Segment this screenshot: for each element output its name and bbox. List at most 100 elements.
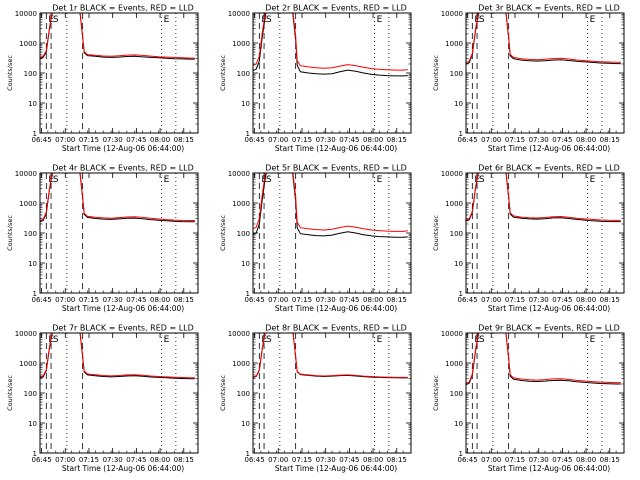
y-tick-label: 1000 [19,200,37,208]
x-tick-label: 08:15 [387,136,407,144]
x-tick-label: 07:00 [55,456,75,464]
marker-label: E [164,175,170,185]
marker-label: E [590,175,596,185]
x-tick-label: 07:30 [316,136,336,144]
marker-label: S [479,175,485,185]
y-tick-label: 10 [28,100,37,108]
y-tick-label: 10000 [228,10,250,18]
plot-frame [465,332,625,454]
marker-label: E [377,335,383,345]
x-tick-label: 07:00 [268,296,288,304]
x-tick-label: 06:45 [31,296,51,304]
y-tick-label: 1 [33,450,37,458]
marker-label: S [266,335,272,345]
lld-series-line [466,333,621,384]
plot-frame [252,172,412,294]
marker-label: S [53,175,59,185]
y-tick-label: 1000 [232,200,250,208]
y-tick-label: 1 [246,130,250,138]
x-tick-label: 08:15 [387,296,407,304]
plot-frame [39,332,199,454]
lld-series-line [253,173,408,232]
lld-series-line [466,173,621,221]
y-tick-label: 10000 [441,170,463,178]
x-tick-label: 07:30 [316,456,336,464]
lld-series-line [466,13,621,64]
x-tick-label: 06:45 [244,136,264,144]
x-tick-label: 06:45 [457,456,477,464]
x-tick-label: 08:15 [387,456,407,464]
marker-label: S [479,335,485,345]
y-tick-label: 100 [24,230,37,238]
events-series-line [40,173,195,223]
x-tick-label: 08:00 [150,136,170,144]
x-axis-label: Start Time (12-Aug-06 06:44:00) [488,464,610,473]
x-tick-label: 07:15 [79,136,99,144]
y-tick-label: 100 [24,390,37,398]
x-tick-label: 08:00 [576,456,596,464]
y-tick-label: 10000 [15,170,37,178]
chart-title: Det 7r BLACK = Events, RED = LLD [52,324,194,333]
y-tick-label: 10000 [228,330,250,338]
marker-label: E [377,15,383,25]
lld-series-line [253,13,408,71]
x-tick-label: 08:15 [600,296,620,304]
marker-label: E [164,15,170,25]
chart-title: Det 5r BLACK = Events, RED = LLD [265,164,407,173]
x-tick-label: 07:30 [103,456,123,464]
marker-label: E [377,175,383,185]
events-series-line [466,13,621,65]
x-tick-label: 07:30 [103,136,123,144]
x-axis-label: Start Time (12-Aug-06 06:44:00) [275,464,397,473]
marker-label: S [479,15,485,25]
plot-frame [39,12,199,134]
y-tick-label: 10 [241,420,250,428]
x-tick-label: 07:45 [126,296,146,304]
marker-label: E [590,335,596,345]
x-tick-label: 07:15 [79,456,99,464]
y-tick-label: 10000 [441,10,463,18]
x-tick-label: 07:00 [481,456,501,464]
x-tick-label: 07:15 [292,296,312,304]
lld-series-line [253,333,408,378]
x-tick-label: 07:45 [339,296,359,304]
marker-label: S [53,335,59,345]
y-axis-label: Counts/sec [6,55,14,91]
y-tick-label: 1000 [232,360,250,368]
y-tick-label: 10 [454,420,463,428]
y-tick-label: 10 [454,100,463,108]
x-tick-label: 06:45 [457,296,477,304]
y-tick-label: 1 [459,450,463,458]
x-axis-label: Start Time (12-Aug-06 06:44:00) [62,304,184,313]
y-tick-label: 100 [237,230,250,238]
y-tick-label: 1 [246,290,250,298]
x-tick-label: 07:15 [505,296,525,304]
x-tick-label: 07:15 [505,136,525,144]
y-tick-label: 100 [450,70,463,78]
x-axis-label: Start Time (12-Aug-06 06:44:00) [488,144,610,153]
y-tick-label: 100 [450,230,463,238]
x-tick-label: 07:15 [79,296,99,304]
y-tick-label: 10 [454,260,463,268]
chart-title: Det 3r BLACK = Events, RED = LLD [478,4,620,13]
plot-frame [252,332,412,454]
x-tick-label: 07:30 [316,296,336,304]
x-tick-label: 07:45 [339,136,359,144]
events-series-line [466,333,621,386]
y-tick-label: 100 [237,70,250,78]
y-tick-label: 10000 [15,10,37,18]
x-tick-label: 07:30 [529,136,549,144]
y-tick-label: 1 [33,130,37,138]
x-tick-label: 06:45 [31,136,51,144]
chart-title: Det 4r BLACK = Events, RED = LLD [52,164,194,173]
x-tick-label: 07:00 [268,136,288,144]
y-axis-label: Counts/sec [432,375,440,411]
x-tick-label: 07:45 [552,456,572,464]
x-tick-label: 08:15 [174,136,194,144]
y-tick-label: 100 [237,390,250,398]
chart-title: Det 2r BLACK = Events, RED = LLD [265,4,407,13]
chart-title: Det 8r BLACK = Events, RED = LLD [265,324,407,333]
y-axis-label: Counts/sec [219,375,227,411]
x-tick-label: 08:15 [600,456,620,464]
